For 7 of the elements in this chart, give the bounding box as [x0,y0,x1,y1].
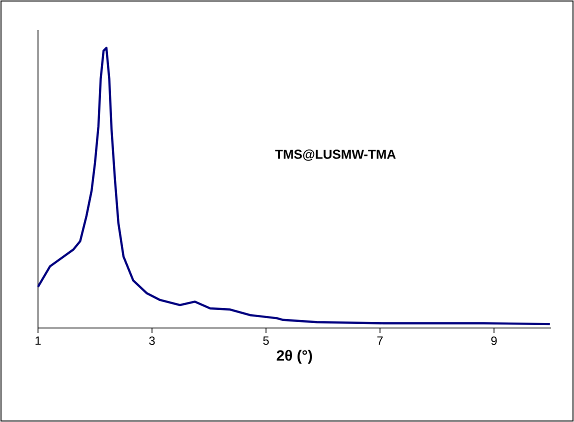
annotation: TMS@LUSMW-TMA [275,150,396,161]
x-tick-label: 3 [149,336,155,345]
x-tick-label: 9 [491,336,497,345]
x-tick-label: 5 [263,336,269,345]
x-tick-label: 1 [36,336,41,345]
x-axis-title: 2θ (°) [276,350,312,364]
x-tick-label: 7 [377,336,383,345]
